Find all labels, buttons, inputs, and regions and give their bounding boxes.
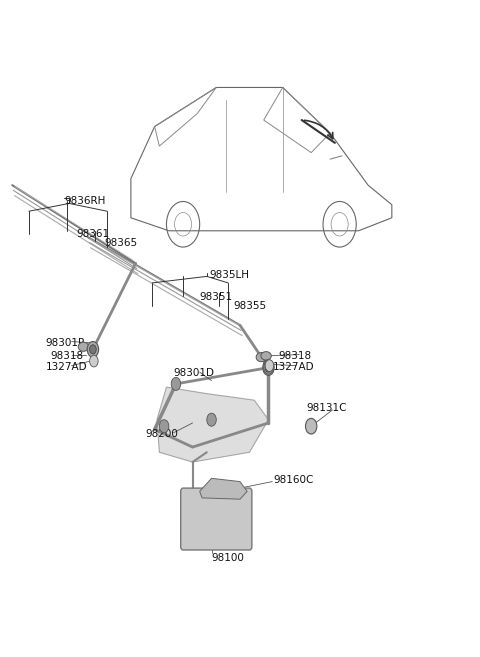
Ellipse shape [261,351,271,360]
FancyBboxPatch shape [180,488,252,550]
Text: 98301D: 98301D [174,368,215,378]
Ellipse shape [256,353,266,362]
Circle shape [90,355,98,367]
Text: 98361: 98361 [76,229,109,239]
Text: 98160C: 98160C [273,474,313,485]
Text: 98100: 98100 [212,553,244,563]
Circle shape [171,377,180,390]
Circle shape [264,361,273,374]
Text: 98351: 98351 [200,292,233,302]
Text: 98318: 98318 [50,351,84,361]
Circle shape [265,360,274,371]
Circle shape [263,360,274,375]
Circle shape [265,363,272,372]
Circle shape [90,345,96,354]
Ellipse shape [78,342,89,351]
Circle shape [207,413,216,426]
Circle shape [87,342,98,357]
Text: 9836RH: 9836RH [64,196,106,206]
Text: 98131C: 98131C [306,403,347,413]
Text: 98301P: 98301P [46,338,85,348]
Circle shape [159,420,169,433]
Text: 9835LH: 9835LH [209,270,249,280]
Text: 98355: 98355 [234,301,267,311]
Text: 98318: 98318 [278,351,311,361]
Circle shape [305,419,317,434]
Polygon shape [157,387,268,462]
Text: 98200: 98200 [145,429,178,439]
Text: 1327AD: 1327AD [46,362,87,372]
Polygon shape [200,478,247,499]
Text: 1327AD: 1327AD [273,362,315,372]
Text: 98365: 98365 [105,238,138,248]
